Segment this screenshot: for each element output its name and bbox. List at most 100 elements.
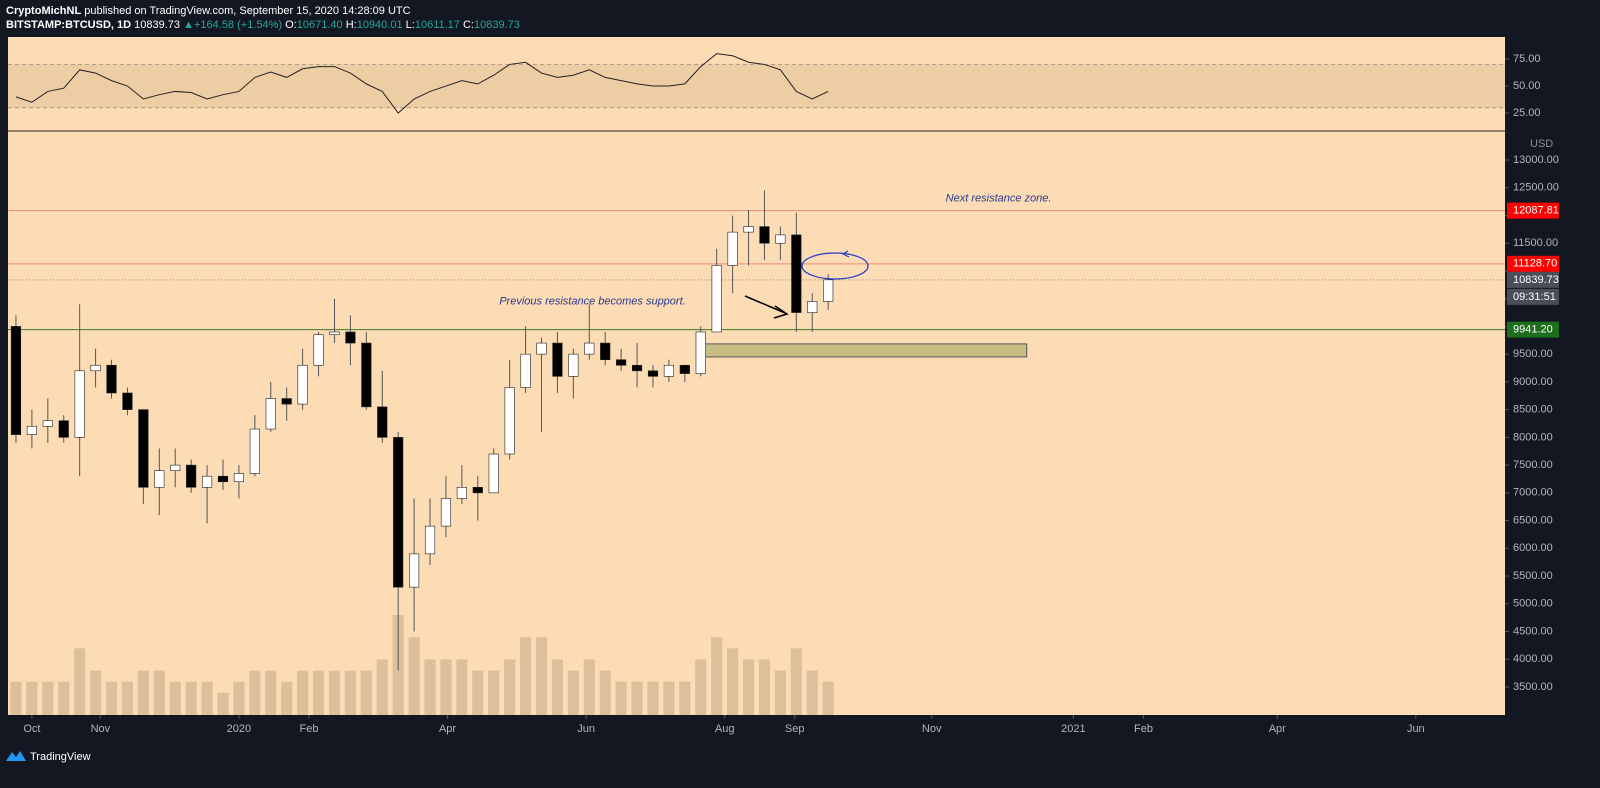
- o-value: 10671.40: [297, 19, 343, 31]
- candle-body: [759, 226, 770, 244]
- c-value: 10839.73: [474, 19, 520, 31]
- volume-bar: [185, 681, 197, 715]
- candle-body: [600, 342, 611, 361]
- volume-bar: [583, 659, 595, 715]
- candle-body: [440, 498, 452, 527]
- candle-body: [807, 301, 818, 313]
- candle-body: [552, 342, 563, 377]
- footer-logo: [6, 751, 26, 761]
- volume-bar: [265, 670, 277, 715]
- volume-bar: [742, 659, 755, 715]
- volume-bar: [535, 637, 548, 715]
- volume-bar: [599, 670, 611, 715]
- candle-body: [568, 353, 579, 377]
- header-line-1: CryptoMichNL published on TradingView.co…: [6, 5, 411, 17]
- volume-bar: [328, 670, 341, 715]
- level-tag: [1507, 202, 1559, 219]
- x-tick-label: Jun: [1407, 723, 1425, 735]
- candle-body: [647, 370, 659, 377]
- header-line-2: BITSTAMP:BTCUSD, 1D 10839.73 ▲+164.58 (+…: [6, 19, 520, 31]
- volume-bar: [360, 670, 372, 715]
- candle-body: [711, 265, 722, 333]
- volume-bar: [504, 659, 516, 715]
- volume-bar: [26, 681, 38, 715]
- candle-body: [74, 370, 85, 438]
- candle-body: [186, 464, 197, 488]
- level-label: 10839.73: [1513, 274, 1559, 286]
- volume-bar: [42, 681, 54, 715]
- candle-body: [265, 398, 276, 430]
- rsi-line: [15, 53, 829, 114]
- volume-bar: [551, 659, 564, 715]
- h-value: 10940.01: [357, 19, 403, 31]
- candle-body: [743, 226, 754, 233]
- candle-body: [663, 364, 674, 377]
- countdown: 09:31:51: [1513, 291, 1556, 303]
- volume-bar: [774, 670, 786, 715]
- candle-body: [377, 406, 388, 438]
- candle-body: [297, 364, 308, 405]
- volume-bar: [695, 659, 707, 715]
- candle-body: [58, 420, 69, 438]
- candle-body: [233, 473, 244, 483]
- volume-bar: [137, 670, 149, 715]
- volume-bar: [615, 681, 627, 715]
- rsi-tick-label: 75.00: [1513, 53, 1541, 65]
- candle-body: [823, 279, 834, 302]
- candle-body: [409, 553, 420, 588]
- y-tick-label: 9500.00: [1513, 348, 1553, 360]
- candle-body: [775, 234, 786, 244]
- change-icon: ▲: [183, 19, 194, 31]
- rsi-band: [8, 64, 1505, 108]
- candle-body: [616, 359, 627, 366]
- candle-body: [138, 409, 149, 488]
- level-tag: [1507, 271, 1559, 288]
- volume-bar: [312, 670, 325, 715]
- arrow: [744, 295, 786, 314]
- candle-body: [90, 364, 101, 372]
- volume-bar: [153, 670, 165, 715]
- last: 10839.73: [134, 19, 180, 31]
- y-tick-label: 13000.00: [1513, 154, 1559, 166]
- candle-body: [393, 437, 404, 588]
- volume-bar: [249, 670, 261, 715]
- volume-bar: [408, 637, 420, 715]
- y-tick-label: 5000.00: [1513, 598, 1553, 610]
- o-label: O:: [285, 19, 297, 31]
- volume-bar: [520, 637, 532, 715]
- x-tick-label: Apr: [1269, 723, 1286, 735]
- candle-body: [472, 486, 483, 494]
- l-value: 10611.17: [415, 19, 460, 31]
- volume-bar: [711, 637, 723, 715]
- level-label: 12087.81: [1513, 205, 1559, 217]
- volume-bar: [663, 681, 675, 715]
- candle-body: [456, 486, 467, 499]
- candle-body: [361, 342, 372, 408]
- symbol: BITSTAMP:BTCUSD, 1D: [6, 19, 131, 31]
- candle-body: [281, 398, 292, 405]
- volume-bar: [488, 670, 500, 715]
- x-tick-label: Aug: [715, 723, 735, 735]
- rsi-tick-label: 25.00: [1513, 107, 1541, 119]
- volume-bar: [822, 681, 834, 715]
- candle-body: [488, 453, 499, 494]
- published: published on TradingView.com, September …: [84, 5, 410, 17]
- x-tick-label: Oct: [23, 723, 40, 735]
- currency: USD: [1530, 138, 1553, 150]
- countdown-tag: [1507, 288, 1559, 305]
- footer-brand: TradingView: [30, 751, 91, 763]
- candle-body: [26, 425, 37, 435]
- volume-bar: [758, 659, 771, 715]
- c-label: C:: [463, 19, 474, 31]
- level-label: 9941.20: [1513, 324, 1553, 336]
- volume-bar: [90, 670, 102, 715]
- support-zone: [704, 343, 1028, 358]
- volume-bar: [806, 670, 818, 715]
- volume-bar: [790, 648, 802, 715]
- level-label: 11128.70: [1513, 258, 1557, 270]
- level-tag: [1507, 255, 1559, 272]
- volume-bar: [58, 681, 70, 715]
- volume-bar: [679, 681, 691, 715]
- volume-bar: [631, 681, 643, 715]
- annotation: Next resistance zone.: [946, 193, 1052, 205]
